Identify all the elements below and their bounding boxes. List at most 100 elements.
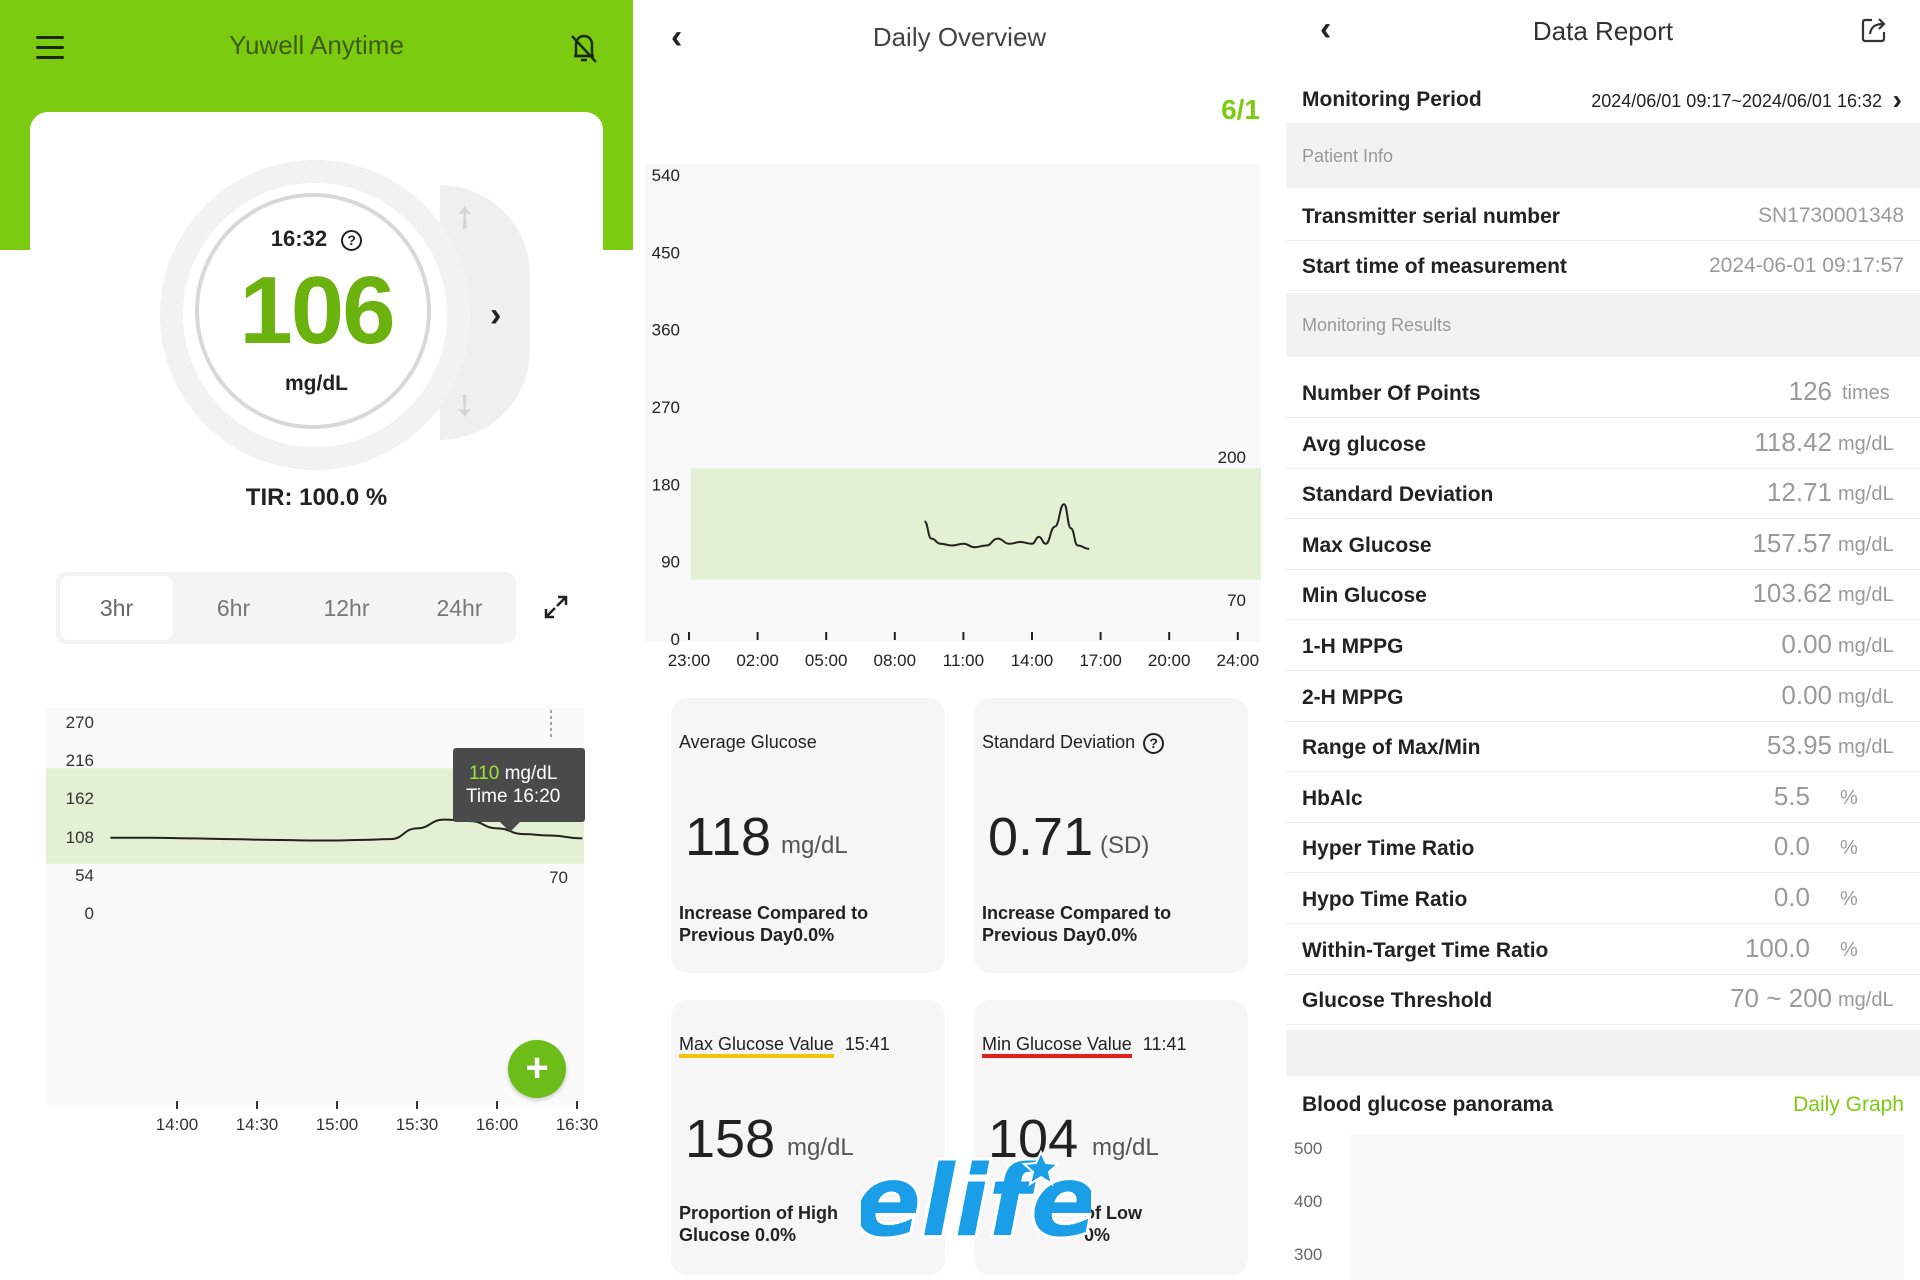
x-tick-label: 16:00 <box>476 1115 519 1134</box>
result-row: Glucose Threshold 70 ~ 200 mg/dL <box>1286 975 1920 1026</box>
tab-12hr[interactable]: 12hr <box>323 595 370 621</box>
tab-3hr[interactable]: 3hr <box>60 576 173 640</box>
band-label: 70 <box>549 868 568 887</box>
row-unit: mg/dL <box>1838 635 1894 657</box>
card-note: Increase Compared to Previous Day0.0% <box>679 903 869 945</box>
result-row: Avg glucose 118.42 mg/dL <box>1286 419 1920 469</box>
help-icon[interactable]: ? <box>341 229 363 251</box>
start-time-row: Start time of measurement 2024-06-01 09:… <box>1286 241 1920 291</box>
menu-icon[interactable] <box>36 36 64 60</box>
tooltip-value: 110 mg/dL <box>469 763 557 784</box>
row-unit: mg/dL <box>1838 685 1894 708</box>
x-tick-label: 02:00 <box>736 651 779 670</box>
reading-time: 16:32 <box>270 226 328 251</box>
row-value: 0.0 <box>1773 831 1810 862</box>
section-title: Patient Info <box>1302 146 1394 166</box>
y-tick-label: 162 <box>66 789 94 808</box>
card-value: 0.71 <box>988 807 1094 867</box>
row-value: 103.62 <box>1752 578 1832 609</box>
standard-deviation-card: Standard Deviation? 0.71 (SD) Increase C… <box>974 698 1248 973</box>
row-label: Range of Max/Min <box>1302 736 1481 760</box>
back-icon[interactable]: ‹ <box>1320 10 1332 48</box>
card-value: 118 <box>685 807 772 867</box>
result-row: Hyper Time Ratio 0.0% <box>1286 823 1920 874</box>
tab-24hr[interactable]: 24hr <box>436 595 483 621</box>
add-button[interactable]: + <box>508 1040 566 1098</box>
y-tick-label: 270 <box>66 713 94 732</box>
reading-time-row: 16:32 ? <box>0 226 633 252</box>
x-tick-label: 17:00 <box>1079 651 1122 670</box>
row-value: 126 <box>1788 376 1832 406</box>
card-label: Average Glucose <box>679 732 817 752</box>
glucose-chart-3hr[interactable]: 270 216 162 108 54 0 70 14:00 14:30 15:00 15:30 16:… <box>0 700 633 1140</box>
row-value: 5.5 <box>1773 780 1810 811</box>
y-tick-label: 540 <box>652 166 680 185</box>
row-label: Start time of measurement <box>1302 255 1567 278</box>
card-time: 15:41 <box>844 1034 890 1054</box>
date-selector[interactable]: 6/1 <box>1221 94 1260 125</box>
row-label: Max Glucose <box>1302 533 1432 557</box>
row-label: Within-Target Time Ratio <box>1302 938 1549 962</box>
row-label: Min Glucose <box>1302 584 1427 608</box>
x-tick-label: 20:00 <box>1148 651 1191 670</box>
row-unit: mg/dL <box>1838 483 1894 506</box>
svg-text:elife: elife <box>861 1145 1091 1259</box>
x-tick-label: 23:00 <box>668 651 711 670</box>
row-value: 12.71 <box>1766 477 1832 508</box>
card-note-line2: 0% <box>1084 1225 1111 1245</box>
daily-graph-link[interactable]: Daily Graph <box>1793 1093 1904 1116</box>
card-unit: mg/dL <box>781 832 848 859</box>
row-unit: % <box>1840 837 1858 860</box>
row-label: Glucose Threshold <box>1302 989 1493 1013</box>
row-label: Standard Deviation <box>1302 483 1494 507</box>
target-range-band <box>691 468 1261 580</box>
share-icon[interactable] <box>1860 16 1888 44</box>
tooltip-time: Time 16:20 <box>466 786 560 807</box>
card-unit: mg/dL <box>787 1134 854 1161</box>
card-label-row: Standard Deviation? <box>982 732 1165 754</box>
row-label: 1-H MPPG <box>1302 635 1404 658</box>
row-label: Transmitter serial number <box>1302 205 1560 228</box>
result-row: 2-H MPPG 0.00 mg/dL <box>1286 672 1920 722</box>
daily-overview-screen: ‹ Daily Overview 6/1 540 450 360 270 180 90 0 2… <box>633 0 1286 1280</box>
monitoring-period-row[interactable]: Monitoring Period 2024/06/01 09:17~2024/… <box>1286 74 1920 124</box>
x-tick-label: 15:00 <box>316 1115 359 1134</box>
row-label: Monitoring Period <box>1302 88 1482 111</box>
mute-icon[interactable] <box>566 30 602 66</box>
row-value: 2024/06/01 09:17~2024/06/01 16:32 <box>1591 91 1882 111</box>
section-title: Monitoring Results <box>1302 315 1452 335</box>
card-label: Standard Deviation <box>982 732 1136 752</box>
result-row: Hypo Time Ratio 0.0% <box>1286 874 1920 924</box>
x-tick-label: 05:00 <box>805 651 848 670</box>
chevron-right-icon[interactable]: › <box>490 296 502 334</box>
card-value: 104 <box>988 1109 1079 1169</box>
y-tick-label: 108 <box>66 828 94 847</box>
daily-glucose-chart[interactable]: 540 450 360 270 180 90 0 200 70 23:00 02:00 05:00 08… <box>633 150 1286 680</box>
glucose-value: 106 <box>239 257 395 364</box>
tab-6hr[interactable]: 6hr <box>216 595 251 621</box>
y-tick-label: 180 <box>652 475 680 494</box>
help-icon[interactable]: ? <box>1143 732 1165 754</box>
row-value: 100.0 <box>1744 932 1810 963</box>
card-label: Max Glucose Value <box>679 1034 834 1058</box>
tooltip-box <box>453 748 585 822</box>
glucose-unit: mg/dL <box>285 372 348 395</box>
section-header-results: Monitoring Results <box>1286 293 1920 357</box>
average-glucose-card: Average Glucose 118 mg/dL Increase Compa… <box>671 698 945 973</box>
row-label: Avg glucose <box>1302 432 1427 456</box>
band-label-low: 70 <box>1227 591 1246 610</box>
y-tick-label: 400 <box>1294 1192 1322 1211</box>
x-tick-label: 15:30 <box>396 1115 439 1134</box>
tir-label: TIR: 100.0 % <box>245 484 388 511</box>
back-icon[interactable]: ‹ <box>671 18 683 56</box>
card-unit: (SD) <box>1100 832 1150 859</box>
row-value: 0.00 <box>1781 679 1832 710</box>
y-tick-label: 500 <box>1294 1139 1322 1158</box>
row-unit: mg/dL <box>1838 989 1894 1012</box>
row-label: HbAlc <box>1302 786 1363 810</box>
y-tick-label: 54 <box>75 866 94 885</box>
chevron-right-icon[interactable]: › <box>1892 84 1902 115</box>
row-value: 0.0 <box>1773 882 1810 912</box>
page-title: Daily Overview <box>872 22 1047 52</box>
expand-icon[interactable] <box>543 594 569 620</box>
